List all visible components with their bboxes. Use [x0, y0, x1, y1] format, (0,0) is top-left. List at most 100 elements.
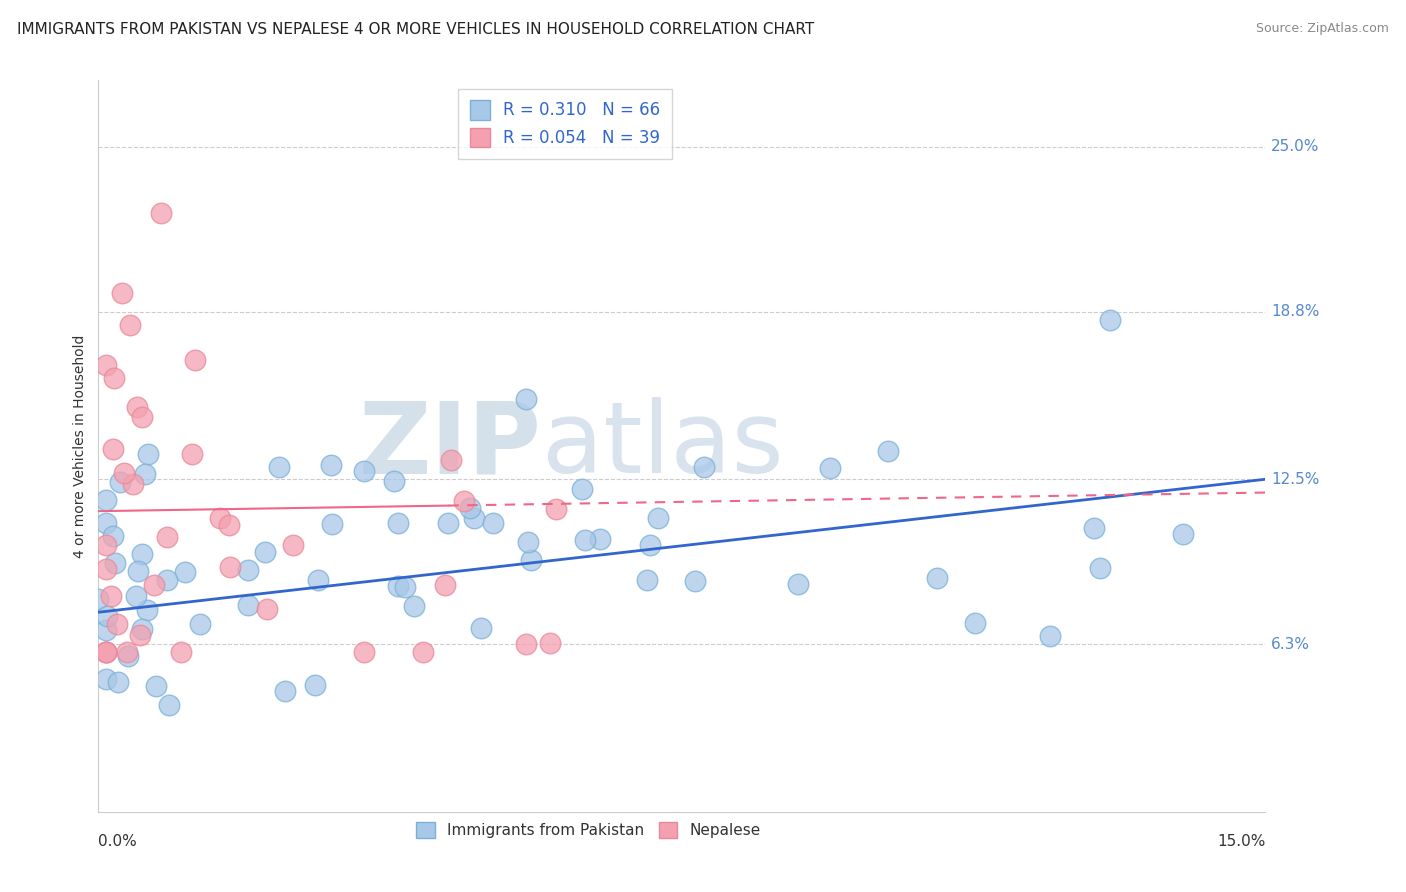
Point [209, 510, 232, 524]
Point [387, 516, 409, 531]
Point [100, 589, 122, 603]
Point [439, 453, 461, 467]
Point [353, 645, 375, 659]
Point [105, 616, 128, 631]
Point [87, 591, 110, 606]
Point [156, 530, 179, 544]
Text: 6.3%: 6.3% [1271, 637, 1310, 652]
Point [127, 564, 149, 578]
Point [135, 603, 157, 617]
Point [127, 401, 149, 415]
Point [463, 511, 485, 525]
Point [115, 645, 138, 659]
Point [131, 622, 153, 636]
Point [136, 447, 159, 461]
Text: atlas: atlas [541, 398, 783, 494]
Point [876, 443, 898, 458]
Point [96, 623, 118, 637]
Point [481, 516, 503, 530]
Point [267, 460, 290, 475]
Point [96, 538, 118, 552]
Text: Source: ZipAtlas.com: Source: ZipAtlas.com [1256, 22, 1389, 36]
Text: 18.8%: 18.8% [1271, 304, 1320, 319]
Y-axis label: 4 or more Vehicles in Household: 4 or more Vehicles in Household [73, 334, 87, 558]
Point [574, 533, 596, 548]
Point [818, 460, 841, 475]
Point [219, 560, 242, 574]
Point [453, 494, 475, 508]
Point [404, 599, 426, 614]
Point [157, 698, 180, 713]
Point [515, 637, 537, 651]
Point [149, 206, 172, 220]
Point [96, 645, 118, 659]
Point [519, 553, 541, 567]
Point [470, 622, 492, 636]
Point [544, 502, 567, 516]
Point [131, 410, 153, 425]
Point [96, 609, 118, 624]
Point [96, 493, 118, 508]
Point [236, 563, 259, 577]
Point [103, 371, 125, 385]
Point [218, 518, 240, 533]
Point [122, 477, 145, 491]
Point [112, 466, 135, 480]
Text: 0.0%: 0.0% [98, 834, 138, 848]
Point [515, 392, 537, 407]
Point [183, 352, 205, 367]
Point [129, 628, 152, 642]
Point [589, 533, 612, 547]
Point [96, 645, 118, 659]
Point [181, 447, 204, 461]
Text: 12.5%: 12.5% [1271, 472, 1320, 487]
Point [638, 538, 661, 552]
Point [188, 617, 211, 632]
Text: ZIP: ZIP [359, 398, 541, 494]
Point [1098, 312, 1121, 326]
Point [433, 577, 456, 591]
Point [636, 573, 658, 587]
Point [96, 561, 118, 575]
Point [517, 534, 540, 549]
Point [787, 577, 810, 591]
Point [387, 579, 409, 593]
Point [111, 286, 134, 301]
Point [538, 636, 561, 650]
Point [394, 580, 416, 594]
Point [103, 442, 125, 456]
Point [96, 516, 118, 530]
Text: 25.0%: 25.0% [1271, 139, 1320, 154]
Point [1038, 628, 1060, 642]
Point [693, 460, 716, 475]
Point [307, 573, 329, 587]
Point [96, 358, 118, 372]
Text: IMMIGRANTS FROM PAKISTAN VS NEPALESE 4 OR MORE VEHICLES IN HOUSEHOLD CORRELATION: IMMIGRANTS FROM PAKISTAN VS NEPALESE 4 O… [17, 22, 814, 37]
Point [458, 500, 481, 515]
Point [104, 556, 127, 570]
Point [173, 565, 195, 579]
Point [353, 464, 375, 478]
Point [412, 645, 434, 659]
Point [156, 573, 179, 587]
Point [321, 517, 343, 532]
Text: 15.0%: 15.0% [1218, 834, 1265, 848]
Point [143, 578, 166, 592]
Point [103, 529, 125, 543]
Point [131, 547, 153, 561]
Point [1173, 526, 1195, 541]
Point [107, 675, 129, 690]
Point [436, 516, 458, 530]
Legend: Immigrants from Pakistan, Nepalese: Immigrants from Pakistan, Nepalese [411, 816, 768, 845]
Point [321, 458, 343, 473]
Point [96, 672, 118, 686]
Point [108, 475, 131, 490]
Point [683, 574, 706, 589]
Point [647, 511, 669, 525]
Point [1083, 521, 1105, 535]
Point [274, 684, 297, 698]
Point [382, 474, 405, 488]
Point [96, 645, 118, 659]
Point [134, 467, 156, 481]
Point [963, 616, 986, 631]
